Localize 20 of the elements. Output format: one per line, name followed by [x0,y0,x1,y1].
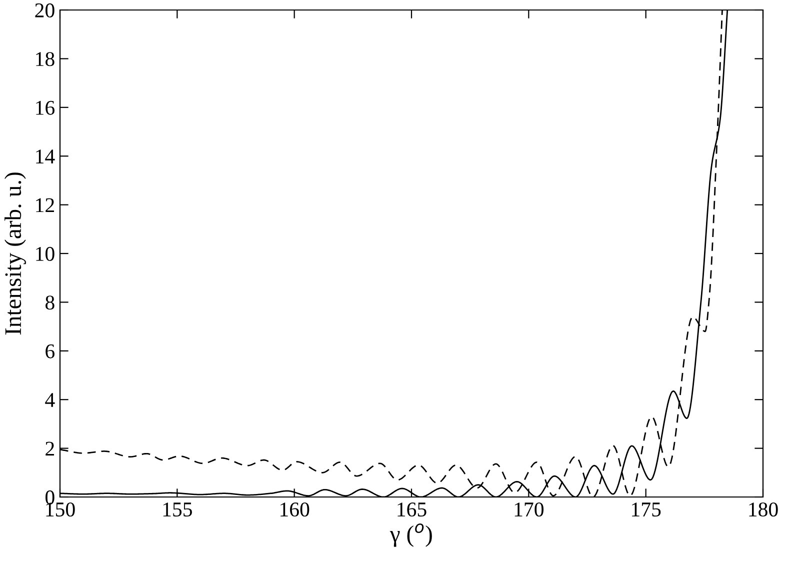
x-tick-label: 165 [398,502,426,517]
y-tick-label: 0 [46,490,54,504]
y-tick-label: 18 [36,52,54,66]
x-tick-label: 155 [163,502,192,517]
y-tick-label: 8 [46,296,54,310]
x-tick-label: 180 [749,502,778,517]
x-axis-title: γ ($^{o}$) [390,524,432,547]
y-tick-label: 16 [36,100,55,115]
x-tick-label: 160 [280,502,310,517]
x-tick-label: 150 [46,502,75,517]
y-tick-label: 20 [35,3,54,18]
y-tick-label: 14 [36,150,55,164]
x-tick-label: 170 [514,502,544,517]
y-tick-label: 4 [45,393,55,407]
y-axis-title: Intensity (arb. u.) [4,172,26,335]
x-tick-label: 175 [632,502,661,517]
y-tick-label: 2 [46,442,54,456]
y-tick-label: 12 [36,198,54,212]
y-tick-label: 6 [46,344,55,358]
y-tick-label: 10 [36,246,54,261]
